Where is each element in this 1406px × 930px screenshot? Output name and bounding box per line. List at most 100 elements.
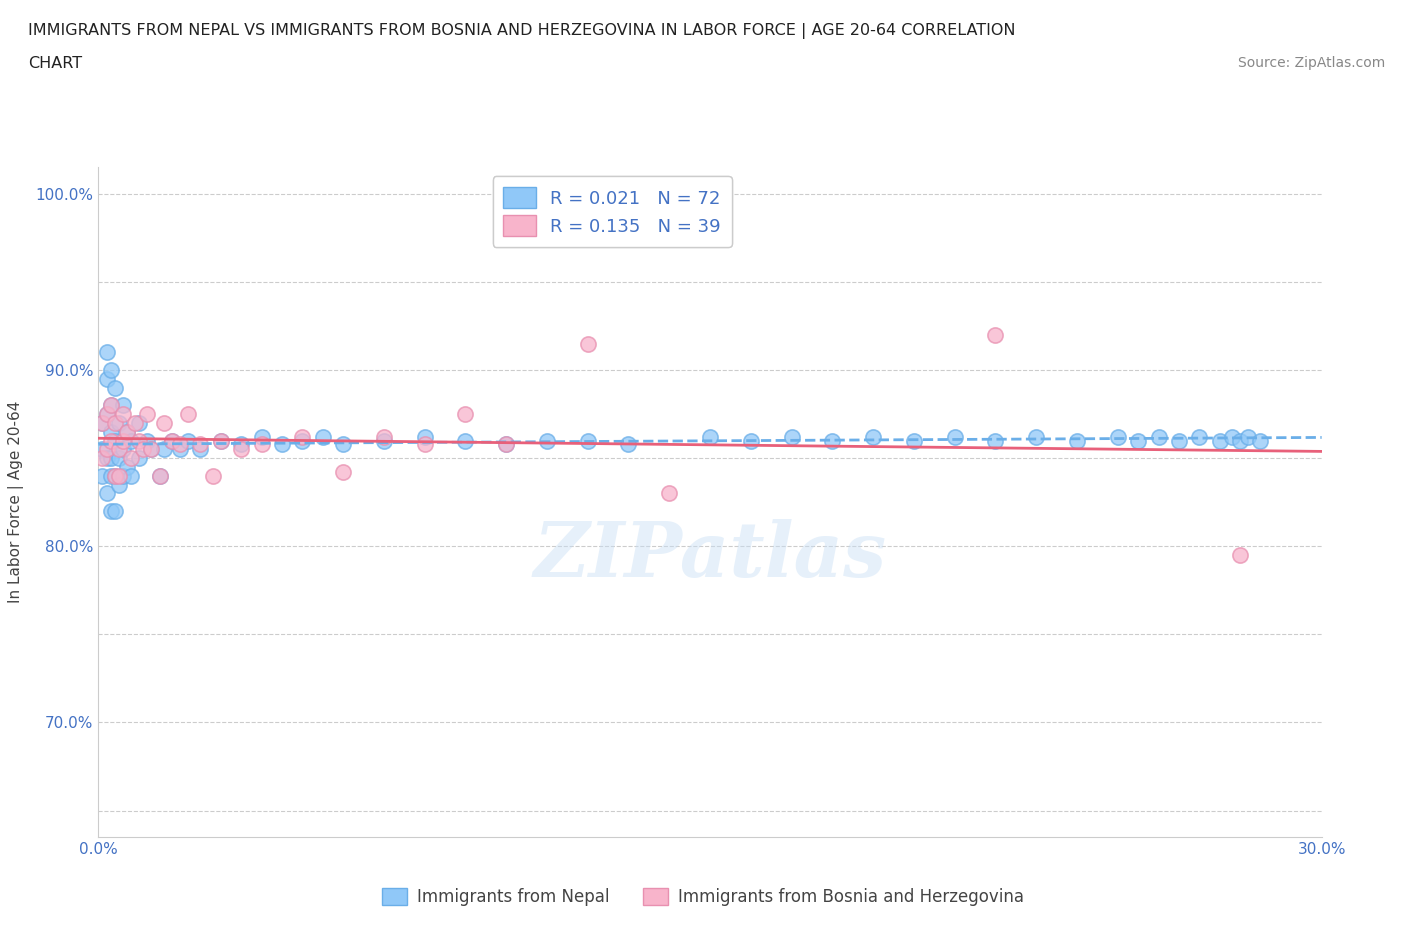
Point (100, 398, 122, 413)
Point (136, 406, 159, 421)
Point (169, 442, 191, 457)
Point (943, 430, 966, 445)
Point (699, 430, 721, 445)
Point (495, 436, 517, 451)
Point (115, 459, 138, 474)
Point (270, 436, 294, 451)
Point (91, 416, 114, 431)
Point (104, 469, 127, 484)
Point (96, 451, 118, 466)
Point (312, 430, 335, 445)
Point (169, 436, 191, 451)
Point (617, 436, 640, 451)
Point (740, 433, 762, 448)
Point (120, 451, 142, 466)
Point (821, 433, 844, 448)
Point (1107, 430, 1129, 445)
Point (250, 430, 273, 445)
Point (128, 433, 150, 448)
Point (96, 406, 118, 421)
Point (1209, 433, 1232, 448)
Point (413, 436, 436, 451)
Point (149, 469, 172, 484)
Legend: Immigrants from Nepal, Immigrants from Bosnia and Herzegovina: Immigrants from Nepal, Immigrants from B… (375, 881, 1031, 912)
Point (1220, 430, 1243, 445)
Point (250, 436, 273, 451)
Point (862, 430, 884, 445)
Point (120, 469, 142, 484)
Point (1229, 433, 1251, 448)
Y-axis label: In Labor Force | Age 20-64: In Labor Force | Age 20-64 (8, 401, 24, 604)
Point (100, 451, 122, 466)
Text: CHART: CHART (28, 56, 82, 71)
Point (124, 416, 146, 431)
Point (115, 424, 138, 439)
Point (128, 416, 150, 431)
Text: IMMIGRANTS FROM NEPAL VS IMMIGRANTS FROM BOSNIA AND HERZEGOVINA IN LABOR FORCE |: IMMIGRANTS FROM NEPAL VS IMMIGRANTS FROM… (28, 23, 1015, 39)
Point (96, 406, 118, 421)
Point (115, 424, 138, 439)
Point (111, 398, 134, 413)
Point (373, 430, 395, 445)
Point (111, 442, 134, 457)
Text: ZIPatlas: ZIPatlas (533, 519, 887, 592)
Point (111, 469, 134, 484)
Point (91, 451, 114, 466)
Point (91, 469, 114, 484)
Legend: R = 0.021   N = 72, R = 0.135   N = 39: R = 0.021 N = 72, R = 0.135 N = 39 (492, 177, 731, 247)
Point (1167, 433, 1189, 448)
Point (1229, 548, 1251, 563)
Point (108, 442, 131, 457)
Text: Source: ZipAtlas.com: Source: ZipAtlas.com (1237, 56, 1385, 70)
Point (454, 406, 477, 421)
Point (536, 433, 558, 448)
Point (100, 469, 122, 484)
Point (120, 433, 142, 448)
Point (780, 430, 803, 445)
Point (201, 469, 224, 484)
Point (291, 430, 314, 445)
Point (104, 380, 127, 395)
Point (96, 345, 118, 360)
Point (104, 433, 127, 448)
Point (1249, 433, 1271, 448)
Point (658, 486, 681, 501)
Point (332, 436, 354, 451)
Point (91, 442, 114, 457)
Point (100, 433, 122, 448)
Point (128, 451, 150, 466)
Point (96, 486, 118, 501)
Point (231, 442, 253, 457)
Point (1147, 430, 1170, 445)
Point (231, 436, 253, 451)
Point (108, 469, 131, 484)
Point (576, 336, 599, 351)
Point (100, 503, 122, 518)
Point (984, 327, 1007, 342)
Point (100, 424, 122, 439)
Point (100, 398, 122, 413)
Point (141, 442, 163, 457)
Point (160, 433, 183, 448)
Point (454, 433, 477, 448)
Point (108, 477, 131, 492)
Point (177, 433, 200, 448)
Point (903, 433, 925, 448)
Point (100, 363, 122, 378)
Point (209, 433, 232, 448)
Point (136, 433, 159, 448)
Point (1237, 430, 1260, 445)
Point (132, 442, 155, 457)
Point (209, 433, 232, 448)
Point (152, 442, 174, 457)
Point (413, 430, 436, 445)
Point (91, 416, 114, 431)
Point (108, 451, 131, 466)
Point (984, 433, 1007, 448)
Point (291, 433, 314, 448)
Point (152, 416, 174, 431)
Point (495, 436, 517, 451)
Point (96, 371, 118, 386)
Point (177, 406, 200, 421)
Point (332, 465, 354, 480)
